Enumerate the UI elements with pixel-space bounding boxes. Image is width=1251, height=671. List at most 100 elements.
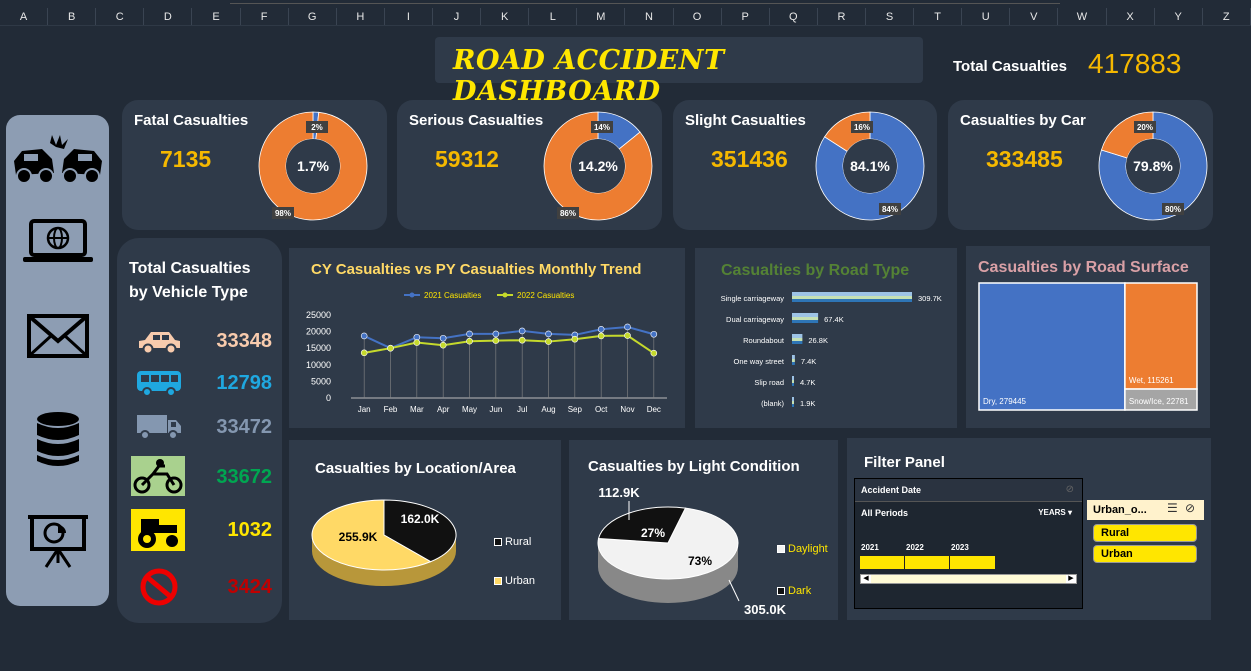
- donut-big-label: 86%: [560, 209, 576, 218]
- column-header-X[interactable]: X: [1107, 8, 1155, 25]
- y-tick-label: 5000: [311, 376, 331, 386]
- series-point: [624, 332, 631, 339]
- year-bar-2023[interactable]: [950, 556, 995, 569]
- vehicle-value-car: 33348: [216, 330, 272, 352]
- tractor-icon: [131, 509, 185, 551]
- series-point: [360, 349, 368, 357]
- kpi-value: 351436: [711, 146, 788, 172]
- kpi-donut: 1.7% 2% 98%: [258, 111, 368, 221]
- series-point: [650, 330, 658, 338]
- column-header-J[interactable]: J: [433, 8, 482, 25]
- car-icon: [139, 332, 180, 355]
- multi-select-icon[interactable]: ☰: [1167, 501, 1178, 515]
- year-label-2022: 2022: [906, 543, 924, 552]
- column-header-C[interactable]: C: [96, 8, 145, 25]
- legend-rural-label: Rural: [505, 536, 532, 548]
- road-type-card: Casualties by Road Type Single carriagew…: [695, 248, 957, 428]
- kpi-card-serious: Serious Casualties 59312 14.2% 14% 86%: [397, 100, 662, 230]
- scroll-right-icon[interactable]: ▶: [1066, 575, 1076, 583]
- treemap-label: Dry, 279445: [983, 397, 1027, 406]
- column-header-A[interactable]: A: [0, 8, 49, 25]
- pie-side: [598, 543, 738, 603]
- column-header-D[interactable]: D: [144, 8, 193, 25]
- donut-small-label-box: [306, 121, 328, 133]
- column-header-H[interactable]: H: [337, 8, 385, 25]
- column-header-S[interactable]: S: [866, 8, 915, 25]
- sidebar: [6, 115, 109, 606]
- x-tick-label: Apr: [437, 405, 450, 414]
- series-point: [597, 332, 605, 340]
- y-tick-label: 20000: [306, 327, 331, 337]
- road-type-bar: [792, 355, 795, 365]
- column-header-Q[interactable]: Q: [770, 8, 818, 25]
- road-bar-mid: [792, 359, 795, 362]
- slicer-item-urban[interactable]: Urban: [1093, 545, 1197, 563]
- column-header-T[interactable]: T: [914, 8, 963, 25]
- mail-icon[interactable]: [6, 313, 109, 364]
- series-point: [492, 337, 500, 344]
- kpi-title: Slight Casualties: [685, 112, 806, 129]
- column-header-P[interactable]: P: [722, 8, 770, 25]
- column-header-W[interactable]: W: [1058, 8, 1107, 25]
- vehicle-value-other: 3424: [227, 576, 273, 598]
- road-type-value: 7.4K: [801, 357, 816, 366]
- series-point: [492, 330, 500, 338]
- pie-value-daylight: 305.0K: [744, 602, 787, 617]
- vehicle-value-motorcycle: 33672: [216, 466, 272, 488]
- kpi-title: Fatal Casualties: [134, 112, 249, 129]
- pie-pct-daylight: 73%: [688, 554, 712, 568]
- road-type-label: Slip road: [754, 378, 784, 387]
- granularity-dropdown[interactable]: YEARS ▾: [1038, 508, 1072, 517]
- kpi-value: 7135: [160, 146, 212, 172]
- monthly-trend-card: CY Casualties vs PY Casualties Monthly T…: [289, 248, 685, 428]
- kpi-title: Casualties by Car: [960, 112, 1086, 129]
- column-header-E[interactable]: E: [192, 8, 241, 25]
- road-bar-top: [792, 334, 803, 338]
- column-header-O[interactable]: O: [674, 8, 722, 25]
- column-header-V[interactable]: V: [1010, 8, 1059, 25]
- column-header-R[interactable]: R: [818, 8, 866, 25]
- column-header-K[interactable]: K: [481, 8, 530, 25]
- kpi-title: Serious Casualties: [409, 112, 544, 129]
- kpi-card-slight: Slight Casualties 351436 84.1% 16% 84%: [673, 100, 937, 230]
- legend-dark: Dark: [777, 585, 811, 597]
- clear-slicer-icon[interactable]: ⊘: [1185, 501, 1196, 515]
- legend-label: 2021 Casualties: [424, 291, 481, 300]
- x-tick-label: Jul: [517, 405, 527, 414]
- scroll-left-icon[interactable]: ◀: [861, 575, 871, 583]
- vehicle-row-bus: 12798: [117, 364, 282, 404]
- series-point: [466, 330, 473, 338]
- presentation-icon[interactable]: [6, 513, 109, 574]
- laptop-globe-icon[interactable]: [6, 217, 109, 270]
- column-header-G[interactable]: G: [289, 8, 337, 25]
- kpi-donut: 79.8% 20% 80%: [1098, 111, 1208, 221]
- column-header-M[interactable]: M: [577, 8, 626, 25]
- database-icon[interactable]: [6, 411, 109, 474]
- road-surface-card: Casualties by Road Surface Dry, 279445 We…: [966, 246, 1210, 428]
- column-header-Z[interactable]: Z: [1203, 8, 1251, 25]
- year-bar-2022[interactable]: [905, 556, 950, 569]
- column-header-N[interactable]: N: [625, 8, 674, 25]
- column-header-U[interactable]: U: [962, 8, 1011, 25]
- year-bar-2021[interactable]: [860, 556, 905, 569]
- road-bar-bottom: [792, 404, 794, 407]
- timeline-title: Accident Date: [861, 485, 922, 495]
- series-point: [597, 325, 605, 333]
- column-header-L[interactable]: L: [529, 8, 578, 25]
- car-crash-icon[interactable]: [6, 133, 109, 192]
- location-title: Casualties by Location/Area: [315, 460, 516, 477]
- road-bar-mid: [792, 296, 912, 299]
- column-header-Y[interactable]: Y: [1155, 8, 1203, 25]
- column-header-F[interactable]: F: [241, 8, 289, 25]
- donut-small-label: 2%: [311, 123, 323, 132]
- timeline-scrollbar[interactable]: ◀ ▶: [860, 574, 1077, 584]
- legend-marker: [409, 292, 415, 298]
- donut-small-label-box: [591, 121, 613, 133]
- no-entry-icon: [140, 568, 178, 606]
- road-type-label: Dual carriageway: [726, 315, 784, 324]
- timeline-slicer[interactable]: Accident Date ⊘ All Periods YEARS ▾ 2021…: [854, 478, 1083, 609]
- column-header-B[interactable]: B: [48, 8, 97, 25]
- slicer-item-rural[interactable]: Rural: [1093, 524, 1197, 542]
- column-header-I[interactable]: I: [385, 8, 433, 25]
- clear-filter-icon[interactable]: ⊘: [1065, 484, 1074, 495]
